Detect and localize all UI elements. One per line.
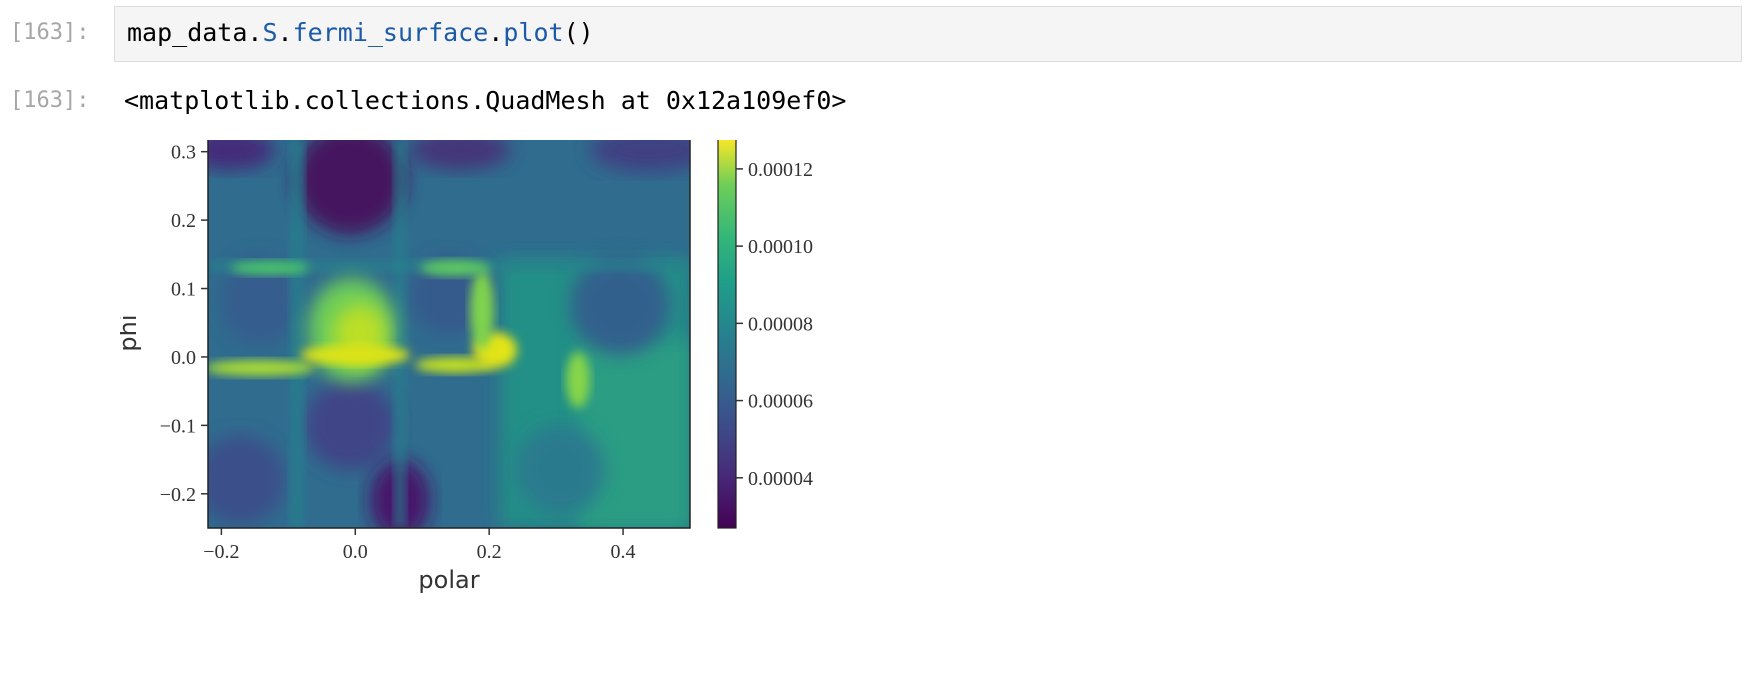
code-dot: .: [277, 18, 293, 47]
code-attr-fermi-surface: fermi_surface: [292, 18, 489, 47]
x-tick-label: 0.4: [611, 541, 636, 563]
plot-output: −0.2 0.0 0.2 0.4 −0.2 −0.1 0.0 0.1 0.2 0.3 polar ph…: [114, 137, 940, 680]
code-line[interactable]: map_data.S.fermi_surface.plot(): [127, 18, 594, 47]
code-input-cell[interactable]: map_data.S.fermi_surface.plot(): [114, 6, 1742, 62]
output-prompt: [163]:: [10, 88, 90, 113]
x-tick-label: 0.0: [343, 541, 368, 563]
code-attr-s: S: [262, 18, 278, 47]
colorbar-tick-label: 0.00010: [748, 236, 813, 258]
x-tick-label: −0.2: [203, 541, 239, 563]
y-tick-label: −0.2: [160, 484, 196, 506]
colorbar-tick-label: 0.00004: [748, 468, 813, 490]
y-tick-label: −0.1: [160, 415, 196, 437]
x-axis-label: polar: [418, 566, 479, 594]
code-object: map_data: [127, 18, 248, 47]
colorbar-tick-label: 0.00006: [748, 391, 813, 413]
y-axis-label: phi: [120, 314, 142, 351]
x-tick-label: 0.2: [477, 541, 502, 563]
output-repr-text: <matplotlib.collections.QuadMesh at 0x12…: [124, 86, 847, 115]
y-tick-label: 0.0: [171, 347, 196, 369]
colorbar-tick-label: 0.00012: [748, 159, 813, 181]
colorbar-tick-label: 0.00008: [748, 313, 813, 335]
code-dot: .: [488, 18, 504, 47]
code-method-plot: plot: [503, 18, 564, 47]
code-dot: .: [247, 18, 263, 47]
code-parens: (): [563, 18, 594, 47]
fermi-surface-plot: −0.2 0.0 0.2 0.4 −0.2 −0.1 0.0 0.1 0.2 0.3 polar ph…: [114, 137, 813, 594]
y-tick-label: 0.3: [171, 142, 196, 164]
input-prompt: [163]:: [10, 20, 90, 45]
heatmap: [208, 138, 690, 528]
y-tick-label: 0.1: [171, 279, 196, 301]
colorbar: [717, 137, 737, 529]
y-tick-label: 0.2: [171, 210, 196, 232]
